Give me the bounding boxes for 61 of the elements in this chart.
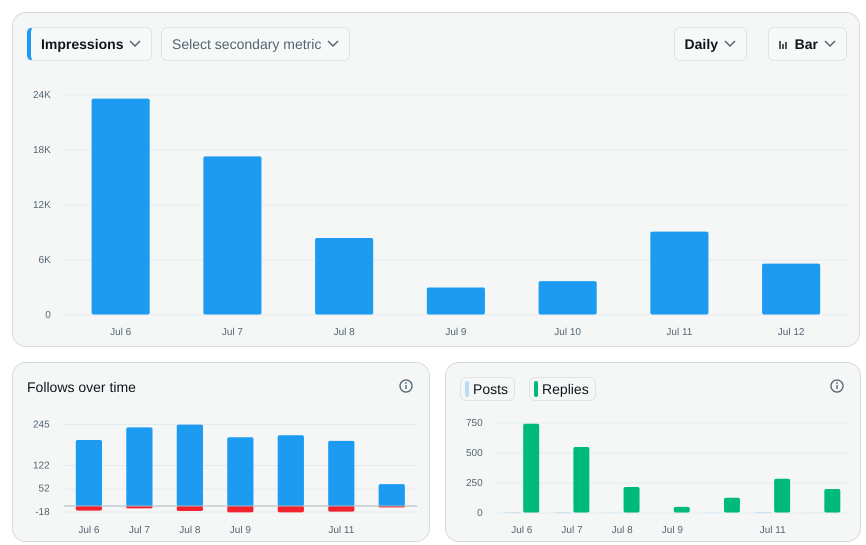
- bar: [203, 156, 262, 314]
- y-tick-label: 122: [32, 460, 50, 472]
- x-tick-label: Jul 8: [179, 524, 201, 536]
- y-tick-label: 24K: [32, 90, 52, 101]
- x-tick-label: Jul 8: [612, 524, 634, 536]
- legend-label: Replies: [542, 381, 589, 397]
- bar: [227, 506, 254, 512]
- y-tick-label: 52: [38, 484, 50, 495]
- bar: [624, 486, 640, 512]
- x-tick-label: Jul 11: [760, 524, 786, 536]
- bar: [824, 489, 840, 512]
- bar: [328, 506, 354, 512]
- bar: [650, 232, 708, 314]
- bar: [328, 440, 354, 506]
- bar: [315, 238, 374, 314]
- x-tick-label: Jul 9: [662, 524, 684, 536]
- x-tick-label: Jul 7: [128, 524, 150, 536]
- bar: [762, 264, 820, 314]
- bar: [227, 437, 254, 506]
- bar: [278, 506, 304, 512]
- y-tick-label: -18: [35, 506, 50, 518]
- x-tick-label: Jul 7: [561, 524, 583, 536]
- bar: [278, 435, 304, 506]
- y-tick-label: 750: [466, 418, 484, 429]
- text: Impressions: [41, 36, 124, 52]
- bar: [92, 98, 150, 314]
- bar: [426, 288, 485, 314]
- y-tick-label: 250: [466, 478, 484, 489]
- legend-label: Posts: [473, 381, 508, 397]
- chart-title: Follows over time: [27, 379, 136, 395]
- bar: [76, 440, 102, 506]
- y-tick-label: 12K: [32, 200, 52, 211]
- bar: [538, 281, 597, 314]
- x-tick-label: Jul 7: [222, 326, 244, 338]
- x-tick-label: Jul 6: [78, 524, 100, 536]
- text: Bar: [794, 36, 818, 52]
- y-tick-label: 0: [477, 508, 484, 519]
- bar: [523, 424, 540, 512]
- x-tick-label: Jul 9: [445, 326, 467, 338]
- bar: [176, 424, 203, 506]
- y-tick-label: 0: [45, 310, 52, 321]
- bar: [378, 484, 405, 506]
- x-tick-label: Jul 11: [666, 326, 693, 338]
- x-tick-label: Jul 6: [511, 524, 533, 536]
- y-tick-label: 500: [466, 448, 484, 459]
- text: Select secondary metric: [172, 36, 322, 52]
- y-tick-label: 245: [32, 419, 50, 430]
- x-tick-label: Jul 11: [328, 524, 355, 536]
- text: Daily: [684, 36, 718, 52]
- x-tick-label: Jul 12: [778, 326, 805, 338]
- bar: [573, 447, 590, 512]
- bar: [674, 506, 690, 512]
- y-tick-label: 6K: [38, 254, 52, 266]
- x-tick-label: Jul 6: [110, 326, 132, 338]
- bar: [774, 478, 790, 512]
- x-tick-label: Jul 10: [554, 326, 582, 338]
- bar: [724, 498, 740, 512]
- x-tick-label: Jul 9: [230, 524, 252, 536]
- bar: [126, 427, 153, 506]
- x-tick-label: Jul 8: [334, 326, 356, 338]
- y-tick-label: 18K: [32, 144, 52, 156]
